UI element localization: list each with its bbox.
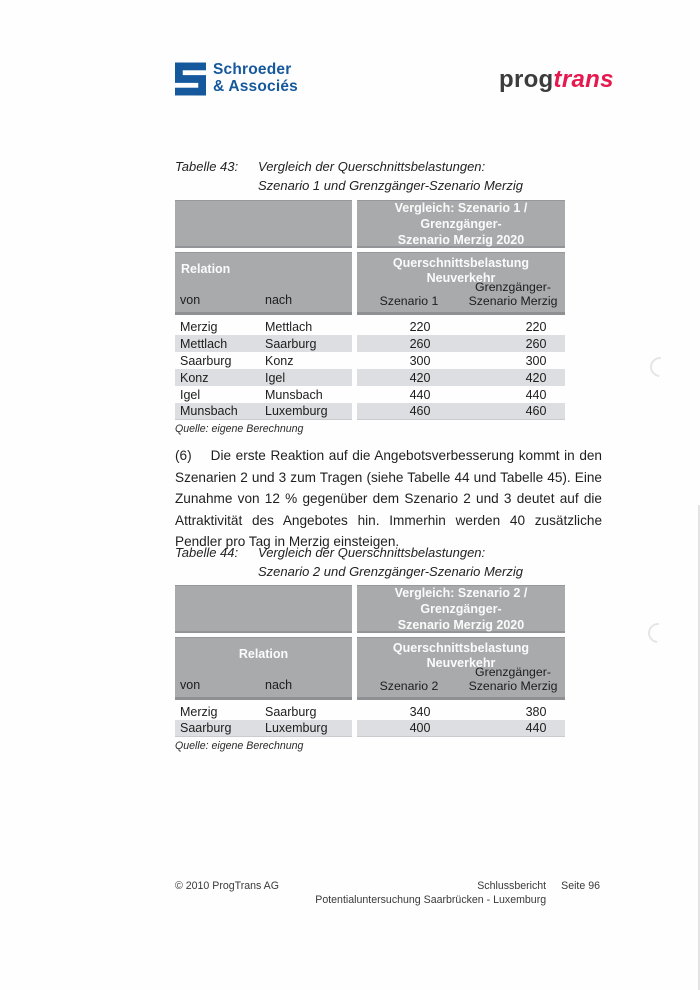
cell-von: Merzig bbox=[180, 704, 218, 719]
table43-column-header-row: Relation von nach Querschnittsbelastung … bbox=[175, 252, 565, 315]
table-row: Merzig Mettlach 220 220 bbox=[175, 318, 565, 335]
cell-grenz-value: 440 bbox=[525, 721, 547, 735]
table44-compare-header-cell: Vergleich: Szenario 2 / Grenzgänger- Sze… bbox=[357, 585, 565, 633]
cell-grenz-value: 220 bbox=[525, 319, 547, 334]
table43-source-note: Quelle: eigene Berechnung bbox=[175, 423, 304, 435]
paragraph-6: (6) Die erste Reaktion auf die Angebotsve… bbox=[175, 445, 602, 553]
table43-load-header-cell: Querschnittsbelastung Neuverkehr Szenari… bbox=[357, 252, 565, 315]
schroeder-logo-line2: & Associés bbox=[213, 77, 298, 95]
schroeder-logo-text: Schroeder & Associés bbox=[213, 61, 298, 95]
table43-caption: Tabelle 43: Vergleich der Querschnittsbe… bbox=[175, 158, 523, 195]
cell-von: Mettlach bbox=[180, 336, 228, 351]
schroeder-logo: Schroeder & Associés bbox=[175, 61, 298, 101]
col-header-von: von bbox=[180, 678, 201, 692]
table44-caption: Tabelle 44: Vergleich der Querschnittsbe… bbox=[175, 544, 523, 581]
cell-grenz-value: 440 bbox=[525, 387, 547, 402]
table-row: Munsbach Luxemburg 460 460 bbox=[175, 403, 565, 420]
table44-caption-text: Vergleich der Querschnittsbelastungen: S… bbox=[258, 545, 523, 579]
schroeder-s-icon bbox=[175, 62, 206, 101]
col-header-grenzgaenger: Grenzgänger- Szenario Merzig bbox=[468, 665, 558, 693]
table43-relation-cell: Relation von nach bbox=[175, 252, 352, 315]
cell-von: Merzig bbox=[180, 319, 218, 334]
cell-szenario-value: 300 bbox=[409, 353, 431, 368]
paragraph-text: Die erste Reaktion auf die Angebotsverbe… bbox=[175, 448, 602, 550]
table43: Vergleich: Szenario 1 / Grenzgänger- Sze… bbox=[175, 200, 565, 435]
progtrans-logo-part2: trans bbox=[553, 66, 614, 93]
cell-szenario-value: 400 bbox=[409, 721, 431, 735]
cell-von: Igel bbox=[180, 387, 201, 402]
table-row: Saarburg Konz 300 300 bbox=[175, 352, 565, 369]
cell-nach: Luxemburg bbox=[265, 404, 328, 418]
table44-compare-header-row: Vergleich: Szenario 2 / Grenzgänger- Sze… bbox=[175, 585, 565, 633]
cell-grenz-value: 300 bbox=[525, 353, 547, 368]
cell-nach: Mettlach bbox=[265, 319, 313, 334]
col-header-von: von bbox=[180, 293, 201, 307]
table44: Vergleich: Szenario 2 / Grenzgänger- Sze… bbox=[175, 585, 565, 752]
group-header-querschnittsbelastung: Querschnittsbelastung Neuverkehr bbox=[392, 256, 530, 285]
cell-nach: Saarburg bbox=[265, 704, 317, 719]
relation-label: Relation bbox=[238, 647, 289, 661]
table43-caption-text: Vergleich der Querschnittsbelastungen: S… bbox=[258, 159, 523, 193]
cell-szenario-value: 440 bbox=[409, 387, 431, 402]
table-row: Mettlach Saarburg 260 260 bbox=[175, 335, 565, 352]
footer-copyright: © 2010 ProgTrans AG bbox=[175, 880, 279, 892]
table44-relation-cell: Relation von nach bbox=[175, 637, 352, 700]
scan-edge-line bbox=[698, 505, 700, 990]
cell-nach: Munsbach bbox=[265, 387, 323, 402]
table44-empty-header-cell bbox=[175, 585, 352, 633]
table43-empty-header-cell bbox=[175, 200, 352, 248]
col-header-nach: nach bbox=[265, 678, 293, 692]
footer-project-title: Potentialuntersuchung Saarbrücken - Luxe… bbox=[315, 893, 547, 906]
cell-von: Saarburg bbox=[180, 721, 232, 735]
table44-source-note: Quelle: eigene Berechnung bbox=[175, 740, 304, 752]
cell-nach: Igel bbox=[265, 370, 286, 385]
col-header-szenario2: Szenario 2 bbox=[379, 678, 439, 693]
table43-caption-label: Tabelle 43: bbox=[175, 159, 239, 174]
table44-load-header-cell: Querschnittsbelastung Neuverkehr Szenari… bbox=[357, 637, 565, 700]
table-row: Merzig Saarburg 340 380 bbox=[175, 703, 565, 720]
table44-column-header-row: Relation von nach Querschnittsbelastung … bbox=[175, 637, 565, 700]
group-header-querschnittsbelastung: Querschnittsbelastung Neuverkehr bbox=[392, 641, 530, 670]
table43-compare-header-cell: Vergleich: Szenario 1 / Grenzgänger- Sze… bbox=[357, 200, 565, 248]
cell-von: Munsbach bbox=[180, 404, 238, 418]
footer-page-number: Seite 96 bbox=[561, 880, 600, 892]
punch-hole-mark bbox=[643, 618, 673, 648]
schroeder-logo-line1: Schroeder bbox=[213, 61, 292, 78]
cell-grenz-value: 260 bbox=[525, 336, 547, 351]
paragraph-number: (6) bbox=[175, 448, 192, 463]
cell-szenario-value: 220 bbox=[409, 319, 431, 334]
cell-nach: Luxemburg bbox=[265, 721, 328, 735]
cell-szenario-value: 420 bbox=[409, 370, 431, 385]
col-header-grenzgaenger: Grenzgänger- Szenario Merzig bbox=[468, 280, 558, 308]
progtrans-logo-part1: prog bbox=[499, 66, 554, 93]
cell-nach: Saarburg bbox=[265, 336, 317, 351]
table-row: Saarburg Luxemburg 400 440 bbox=[175, 720, 565, 737]
col-header-nach: nach bbox=[265, 293, 293, 307]
cell-szenario-value: 260 bbox=[409, 336, 431, 351]
punch-hole-mark bbox=[645, 352, 675, 382]
col-header-szenario1: Szenario 1 bbox=[379, 293, 439, 308]
footer-report-title: Schlussbericht bbox=[477, 880, 547, 892]
page-footer: © 2010 ProgTrans AG Schlussbericht Poten… bbox=[175, 880, 600, 907]
cell-grenz-value: 380 bbox=[525, 704, 547, 719]
cell-von: Konz bbox=[180, 370, 209, 385]
table-row: Konz Igel 420 420 bbox=[175, 369, 565, 386]
cell-von: Saarburg bbox=[180, 353, 232, 368]
table44-caption-label: Tabelle 44: bbox=[175, 545, 239, 560]
cell-szenario-value: 340 bbox=[409, 704, 431, 719]
table43-compare-header-row: Vergleich: Szenario 1 / Grenzgänger- Sze… bbox=[175, 200, 565, 248]
cell-grenz-value: 420 bbox=[525, 370, 547, 385]
relation-label: Relation bbox=[181, 262, 231, 276]
progtrans-logo: progtrans bbox=[499, 66, 614, 94]
cell-szenario-value: 460 bbox=[409, 404, 431, 418]
table-row: Igel Munsbach 440 440 bbox=[175, 386, 565, 403]
cell-nach: Konz bbox=[265, 353, 294, 368]
cell-grenz-value: 460 bbox=[525, 404, 547, 418]
